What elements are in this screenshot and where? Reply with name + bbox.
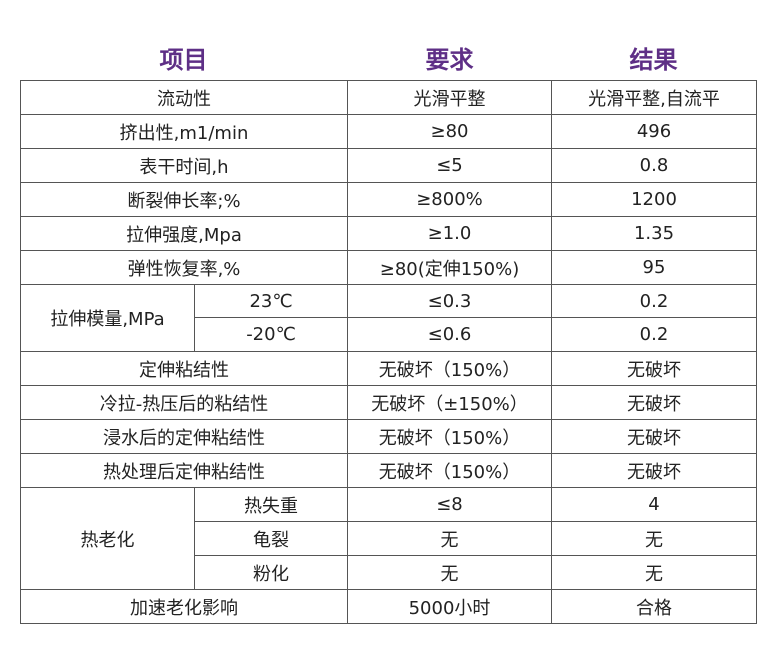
- table-header: 项目 要求 结果: [0, 40, 773, 80]
- item-cell: 挤出性,m1/min: [20, 114, 348, 149]
- result-cell: 无破坏: [551, 453, 757, 488]
- table-row: 冷拉-热压后的粘结性 无破坏（±150%） 无破坏: [20, 385, 757, 420]
- result-cell: 无: [551, 521, 757, 556]
- result-cell: 4: [551, 487, 757, 522]
- table-row: 流动性 光滑平整 光滑平整,自流平: [20, 80, 757, 115]
- table-row: 热处理后定伸粘结性 无破坏（150%） 无破坏: [20, 453, 757, 488]
- table-row: 粉化 无 无: [21, 555, 757, 590]
- item-cell: 断裂伸长率;%: [20, 182, 348, 217]
- aging-label-cell: 热老化: [20, 487, 195, 590]
- item-cell: 流动性: [20, 80, 348, 115]
- table-row: 表干时间,h ≤5 0.8: [20, 148, 757, 183]
- item-cell: 热处理后定伸粘结性: [20, 453, 348, 488]
- result-cell: 光滑平整,自流平: [551, 80, 757, 115]
- requirement-cell: ≤0.3: [347, 284, 552, 318]
- result-cell: 0.2: [551, 317, 757, 352]
- table-row: 弹性恢复率,% ≥80(定伸150%) 95: [20, 250, 757, 285]
- result-cell: 无破坏: [551, 385, 757, 420]
- condition-cell: -20℃: [194, 317, 348, 352]
- result-cell: 496: [551, 114, 757, 149]
- requirement-cell: ≥800%: [347, 182, 552, 217]
- requirement-cell: 无破坏（150%）: [347, 351, 552, 386]
- condition-cell: 粉化: [194, 555, 348, 590]
- requirement-cell: ≥80(定伸150%): [347, 250, 552, 285]
- table-row: 加速老化影响 5000小时 合格: [20, 589, 757, 624]
- item-cell: 定伸粘结性: [20, 351, 348, 386]
- requirement-cell: ≥1.0: [347, 216, 552, 251]
- result-cell: 1.35: [551, 216, 757, 251]
- table-row: 拉伸强度,Mpa ≥1.0 1.35: [20, 216, 757, 251]
- table-row: 热老化 热失重 ≤8 4: [20, 487, 757, 590]
- requirement-cell: 无破坏（150%）: [347, 419, 552, 454]
- item-cell: 拉伸强度,Mpa: [20, 216, 348, 251]
- result-cell: 无: [551, 555, 757, 590]
- header-result: 结果: [629, 46, 678, 74]
- condition-cell: 热失重: [194, 487, 348, 522]
- item-cell: 冷拉-热压后的粘结性: [20, 385, 348, 420]
- requirement-cell: 5000小时: [347, 589, 552, 624]
- modulus-label-cell: 拉伸模量,MPa: [20, 284, 195, 352]
- result-cell: 95: [551, 250, 757, 285]
- condition-cell: 龟裂: [194, 521, 348, 556]
- requirement-cell: ≤8: [347, 487, 552, 522]
- table-row: 拉伸模量,MPa 23℃ ≤0.3 0.2: [20, 284, 757, 352]
- result-cell: 合格: [551, 589, 757, 624]
- spec-table: 流动性 光滑平整 光滑平整,自流平 挤出性,m1/min ≥80 496 表干时…: [20, 80, 757, 624]
- result-cell: 0.8: [551, 148, 757, 183]
- header-item: 项目: [159, 46, 208, 74]
- result-cell: 无破坏: [551, 419, 757, 454]
- condition-cell: 23℃: [194, 284, 348, 318]
- table-row: -20℃ ≤0.6 0.2: [21, 317, 757, 352]
- requirement-cell: ≥80: [347, 114, 552, 149]
- requirement-cell: ≤5: [347, 148, 552, 183]
- requirement-cell: 无破坏（±150%）: [347, 385, 552, 420]
- item-cell: 浸水后的定伸粘结性: [20, 419, 348, 454]
- requirement-cell: 光滑平整: [347, 80, 552, 115]
- table-row: 定伸粘结性 无破坏（150%） 无破坏: [20, 351, 757, 386]
- requirement-cell: 无: [347, 555, 552, 590]
- result-cell: 0.2: [551, 284, 757, 318]
- requirement-cell: ≤0.6: [347, 317, 552, 352]
- result-cell: 1200: [551, 182, 757, 217]
- table-row: 龟裂 无 无: [21, 521, 757, 556]
- table-row: 浸水后的定伸粘结性 无破坏（150%） 无破坏: [20, 419, 757, 454]
- requirement-cell: 无破坏（150%）: [347, 453, 552, 488]
- result-cell: 无破坏: [551, 351, 757, 386]
- header-requirement: 要求: [425, 46, 474, 74]
- table-row: 挤出性,m1/min ≥80 496: [20, 114, 757, 149]
- item-cell: 弹性恢复率,%: [20, 250, 348, 285]
- item-cell: 表干时间,h: [20, 148, 348, 183]
- table-row: 断裂伸长率;% ≥800% 1200: [20, 182, 757, 217]
- item-cell: 加速老化影响: [20, 589, 348, 624]
- requirement-cell: 无: [347, 521, 552, 556]
